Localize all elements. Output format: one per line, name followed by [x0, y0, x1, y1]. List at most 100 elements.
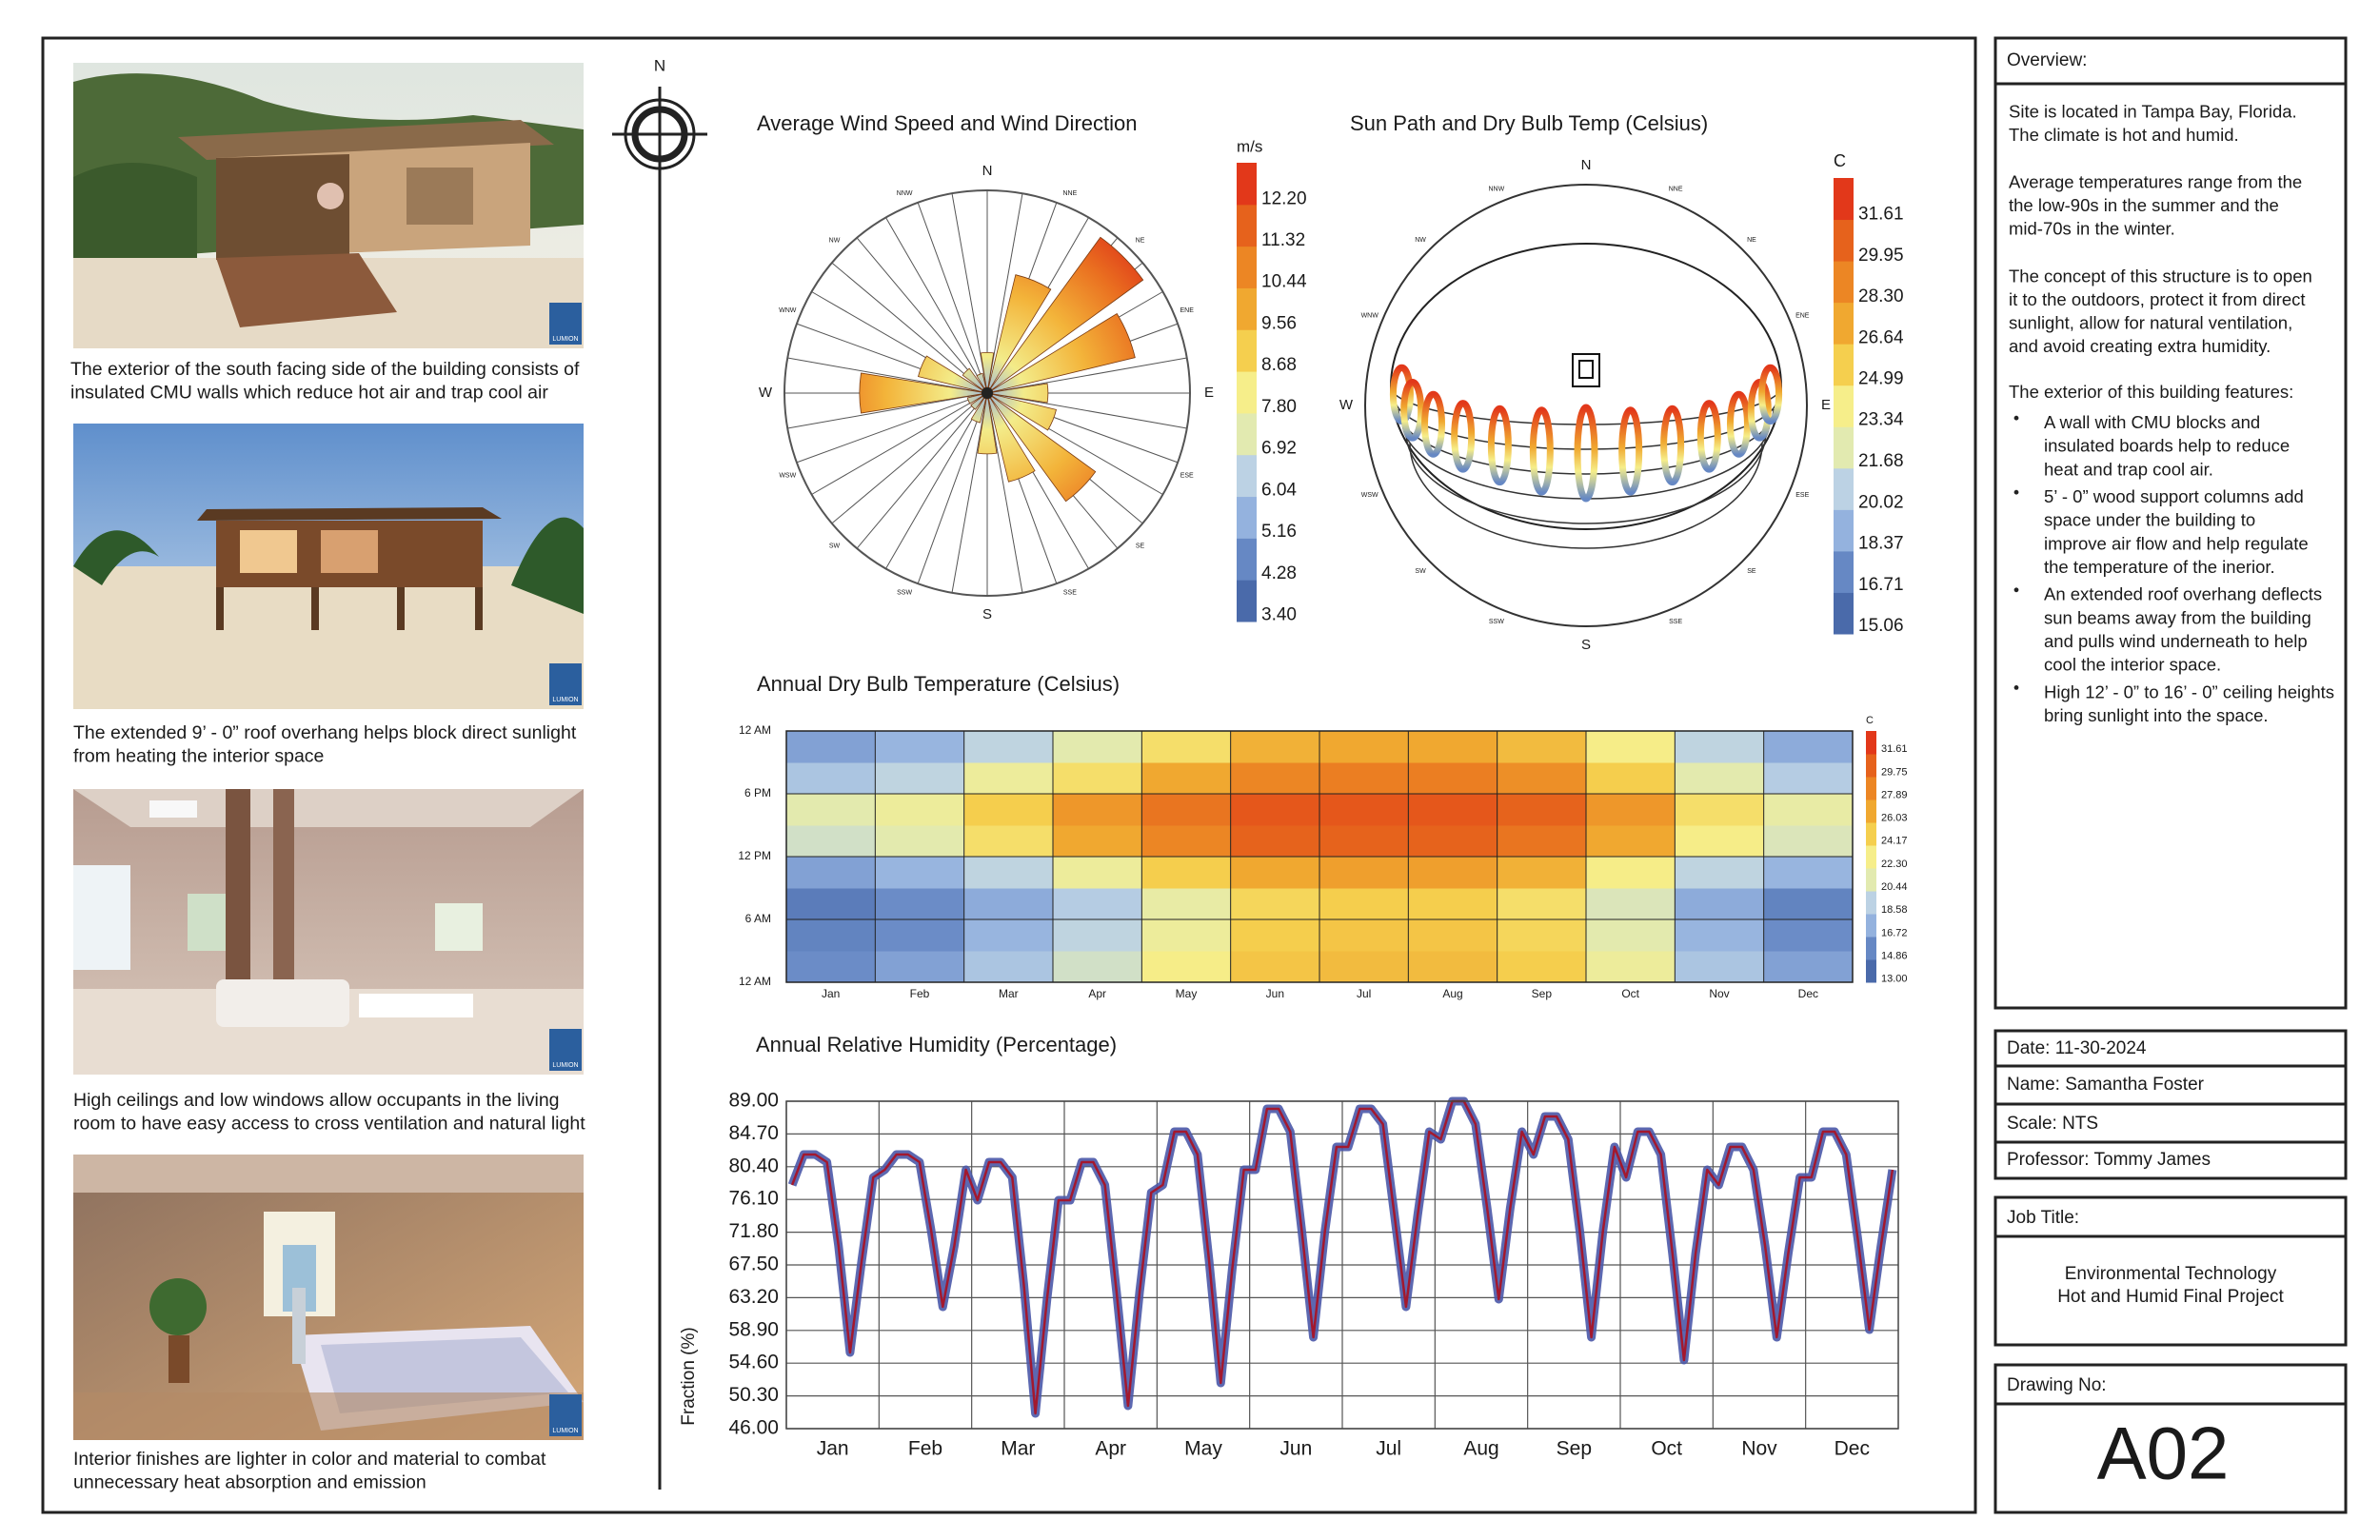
- heat-cell: [1586, 762, 1676, 795]
- y-tick-label: 12 AM: [739, 975, 771, 988]
- heat-cell: [1763, 825, 1854, 858]
- heat-cell: [1141, 919, 1232, 952]
- sun-analemma: [1487, 405, 1512, 486]
- heat-cell: [1408, 919, 1498, 952]
- feature-text: bring sunlight into the space.: [2044, 705, 2269, 725]
- legend-label: 29.95: [1858, 246, 1904, 266]
- photo-caption: unnecessary heat absorption and emission: [73, 1472, 426, 1493]
- humidity-line: [790, 1099, 1894, 1415]
- photo-badge: [549, 1394, 582, 1436]
- legend-swatch: [1866, 914, 1876, 938]
- sun-analemma: [1696, 400, 1721, 473]
- x-tick-label: Feb: [908, 1438, 942, 1460]
- legend-unit: C: [1866, 715, 1874, 726]
- direction-label: SW: [1415, 568, 1426, 575]
- photo-shape: [407, 168, 473, 225]
- heat-cell: [963, 762, 1054, 795]
- plot-frame: [785, 1100, 1899, 1430]
- legend-label: 6.04: [1261, 480, 1297, 500]
- polar-spoke: [885, 392, 988, 569]
- polar-spoke: [951, 193, 988, 394]
- heat-cell: [1319, 794, 1409, 826]
- legend-swatch: [1237, 246, 1257, 288]
- feature-text: insulated boards help to reduce: [2044, 436, 2290, 456]
- direction-label: NNE: [1062, 190, 1077, 197]
- heat-cell: [1586, 888, 1676, 920]
- x-tick-label: Jun: [1279, 1438, 1312, 1460]
- heat-cell: [1319, 731, 1409, 763]
- y-tick-label: 63.20: [728, 1286, 779, 1308]
- direction-label: W: [759, 385, 773, 401]
- x-tick-label: Jan: [822, 987, 840, 1000]
- y-tick-label: 12 PM: [738, 849, 771, 862]
- heat-cell: [1675, 794, 1765, 826]
- heat-cell: [1230, 825, 1320, 858]
- heat-cell: [963, 919, 1054, 952]
- legend-label: 23.34: [1858, 410, 1904, 430]
- heat-cell: [1053, 857, 1142, 889]
- heat-cell: [1319, 919, 1409, 952]
- overview-text: mid-70s in the winter.: [2009, 219, 2175, 239]
- heat-cell: [786, 857, 876, 889]
- legend-swatch: [1866, 959, 1876, 983]
- direction-label: E: [1204, 385, 1214, 401]
- sun-path-circle: [1364, 184, 1808, 627]
- legend-label: 4.28: [1261, 563, 1297, 583]
- name: Name: Samantha Foster: [2007, 1075, 2205, 1095]
- x-tick-label: May: [1176, 987, 1198, 1000]
- direction-label: SSW: [1489, 619, 1504, 625]
- photo-shape: [178, 120, 554, 160]
- sun-day-arc: [1394, 397, 1778, 450]
- photo-shape: [240, 530, 297, 573]
- legend-swatch: [1866, 937, 1876, 960]
- heat-cell: [1763, 731, 1854, 763]
- x-tick-label: Jul: [1376, 1438, 1401, 1460]
- photo-shape: [169, 1335, 189, 1383]
- legend-label: 10.44: [1261, 272, 1307, 292]
- legend-swatch: [1866, 822, 1876, 846]
- direction-label: S: [982, 606, 992, 622]
- x-tick-label: Aug: [1442, 987, 1462, 1000]
- direction-label: ENE: [1180, 307, 1195, 314]
- features-title: The exterior of this building features:: [2009, 382, 2293, 402]
- heat-cell: [963, 731, 1054, 763]
- y-tick-label: 89.00: [728, 1090, 779, 1112]
- heat-cell: [1230, 794, 1320, 826]
- photo-badge: [549, 303, 582, 345]
- sun-day-arc: [1398, 408, 1775, 475]
- feature-text: space under the building to: [2044, 510, 2255, 530]
- x-tick-label: Nov: [1709, 987, 1729, 1000]
- x-tick-label: Mar: [1001, 1438, 1035, 1460]
- heat-cell: [1586, 794, 1676, 826]
- heat-cell: [1230, 919, 1320, 952]
- heat-cell: [1408, 762, 1498, 795]
- polar-spoke: [831, 392, 988, 524]
- legend-label: 18.37: [1858, 534, 1904, 554]
- legend-label: 27.89: [1881, 789, 1908, 800]
- x-tick-label: Oct: [1621, 987, 1639, 1000]
- heat-cell: [1053, 951, 1142, 983]
- legend-swatch: [1237, 163, 1257, 206]
- legend-label: 18.58: [1881, 904, 1908, 916]
- direction-label: SE: [1136, 543, 1145, 549]
- polar-spoke: [831, 262, 988, 394]
- polar-spoke: [885, 217, 988, 394]
- legend-label: 9.56: [1261, 313, 1297, 333]
- photo-caption: High ceilings and low windows allow occu…: [73, 1090, 560, 1111]
- legend-swatch: [1834, 261, 1854, 304]
- sun-day-arc: [1405, 431, 1767, 524]
- date: Date: 11-30-2024: [2007, 1038, 2147, 1058]
- photo-shape: [73, 566, 584, 709]
- legend-swatch: [1237, 204, 1257, 247]
- heat-cell: [1497, 794, 1587, 826]
- wind-sector: [989, 236, 1144, 391]
- job-title-label: Job Title:: [2007, 1208, 2079, 1228]
- legend-label: 22.30: [1881, 859, 1908, 870]
- legend-swatch: [1237, 287, 1257, 330]
- y-tick-label: 46.00: [728, 1417, 779, 1439]
- heat-cell: [1319, 857, 1409, 889]
- legend-label: 24.17: [1881, 836, 1908, 847]
- heat-cell: [1053, 888, 1142, 920]
- heat-cell: [875, 951, 965, 983]
